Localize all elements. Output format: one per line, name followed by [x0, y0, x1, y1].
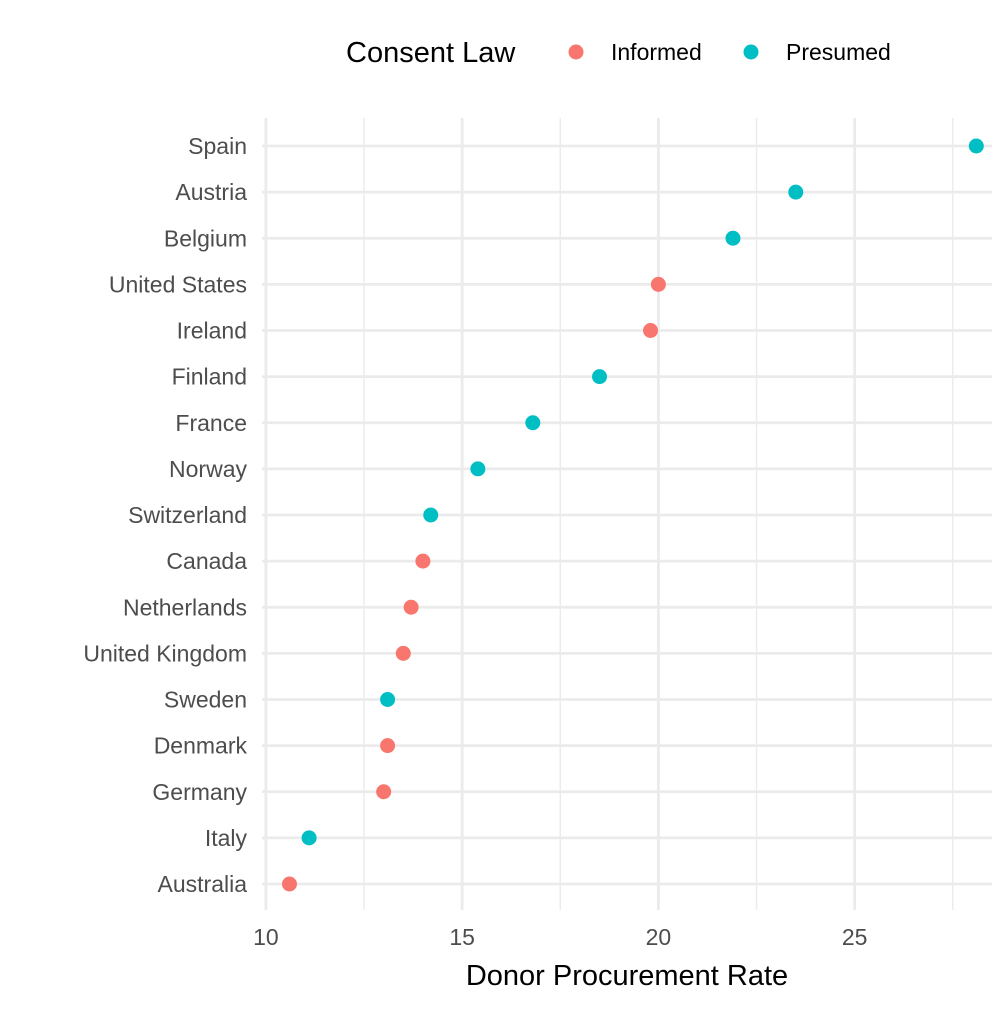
y-tick-label: France [175, 410, 247, 436]
y-tick-label: Ireland [177, 318, 247, 344]
data-point [403, 599, 419, 615]
y-tick-labels: Spain Austria Belgium United States Ireland F… [83, 133, 247, 897]
data-point [301, 830, 317, 846]
data-point [423, 507, 439, 523]
data-point [968, 138, 984, 154]
x-tick-label: 25 [842, 924, 868, 950]
data-point [592, 369, 608, 385]
data-point [415, 553, 431, 569]
y-tick-label: Italy [205, 825, 248, 851]
data-point [395, 645, 411, 661]
data-point [725, 230, 741, 246]
y-tick-label: United States [109, 271, 247, 297]
x-tick-label: 10 [253, 924, 279, 950]
data-point [525, 415, 541, 431]
data-points [281, 138, 984, 892]
y-tick-label: Finland [172, 364, 247, 390]
grid-lines [262, 118, 992, 910]
data-point [643, 323, 659, 338]
y-tick-label: Canada [166, 548, 247, 574]
legend-key [743, 44, 759, 60]
y-tick-label: Sweden [164, 687, 247, 713]
data-point [281, 876, 297, 892]
legend-key [568, 44, 584, 60]
y-tick-label: Australia [158, 871, 248, 897]
data-point [788, 184, 804, 200]
y-tick-label: Germany [152, 779, 247, 805]
y-tick-label: Spain [188, 133, 247, 159]
legend: Consent Law Informed Presumed [346, 37, 891, 69]
x-tick-labels: 10 15 20 25 [253, 924, 867, 950]
data-point [470, 461, 486, 477]
y-tick-label: Switzerland [128, 502, 247, 528]
data-point [376, 784, 392, 800]
x-tick-label: 20 [646, 924, 672, 950]
data-point [380, 692, 396, 707]
y-tick-label: Austria [175, 179, 247, 205]
y-tick-label: Norway [169, 456, 247, 482]
x-axis-title: Donor Procurement Rate [466, 960, 788, 992]
data-point [380, 738, 396, 754]
data-point [650, 276, 666, 292]
legend-label: Informed [611, 39, 702, 65]
y-tick-label: United Kingdom [83, 640, 247, 666]
legend-title: Consent Law [346, 37, 516, 69]
x-tick-label: 15 [449, 924, 475, 950]
y-tick-label: Belgium [164, 225, 247, 251]
legend-label: Presumed [786, 39, 891, 65]
y-tick-label: Denmark [154, 733, 248, 759]
y-tick-label: Netherlands [123, 594, 247, 620]
